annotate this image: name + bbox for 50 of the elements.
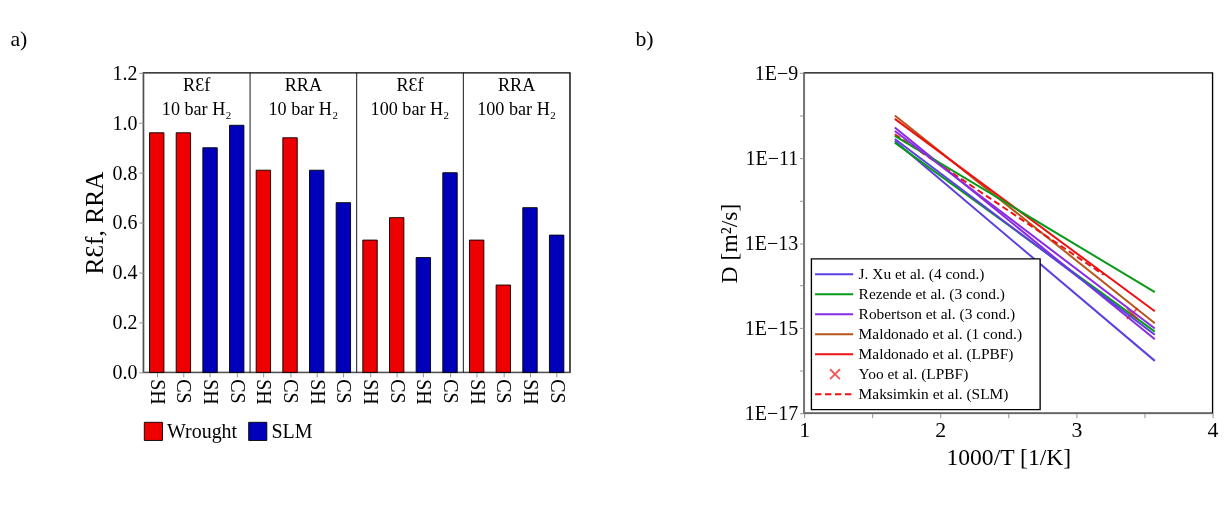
x-tick-label: SH bbox=[306, 379, 329, 405]
x-tick-label: SH bbox=[146, 379, 169, 405]
legend-label: Robertson et al. (3 cond.) bbox=[858, 304, 1016, 323]
chart-title: a) bbox=[10, 26, 28, 51]
y-tick-label: 1E−17 bbox=[744, 402, 799, 425]
legend-label: Maldonado et al. (1 cond.) bbox=[858, 324, 1023, 343]
y-tick-label: 0.6 bbox=[112, 211, 138, 234]
x-axis-title: 1000/T [1/K] bbox=[946, 443, 1072, 470]
x-tick-label: SH bbox=[413, 379, 436, 405]
x-tick-label: 1 bbox=[799, 418, 811, 443]
y-tick-label: 0.0 bbox=[112, 361, 138, 384]
y-axis-title: RƐf, RRA bbox=[80, 170, 109, 275]
legend-label: Maksimkin et al. (SLM) bbox=[858, 384, 1009, 403]
x-tick-label: CS bbox=[226, 379, 249, 404]
y-tick-label: 1E−15 bbox=[744, 316, 799, 339]
x-tick-label: 4 bbox=[1207, 418, 1219, 443]
x-tick-label: SH bbox=[360, 379, 383, 405]
legend-label: Rezende et al. (3 cond.) bbox=[858, 284, 1005, 303]
x-tick-label: CS bbox=[546, 379, 569, 404]
annotation: RRA 100 bar H₂ bbox=[477, 75, 557, 119]
legend-label: Wrought bbox=[167, 419, 238, 443]
annotation: RRA 10 bar H₂ bbox=[268, 75, 339, 119]
x-tick-label: 3 bbox=[1071, 418, 1083, 443]
annotation: RƐf 10 bar H₂ bbox=[161, 75, 232, 119]
legend-label: Maldonado et al. (LPBF) bbox=[858, 344, 1014, 363]
y-axis-title: D [m²/s] bbox=[715, 203, 742, 284]
legend-label: Yoo et al. (LPBF) bbox=[858, 364, 969, 383]
annotation: RƐf 100 bar H₂ bbox=[370, 75, 450, 119]
x-tick-label: SH bbox=[253, 379, 276, 405]
legend-label: SLM bbox=[271, 419, 313, 442]
x-tick-label: CS bbox=[333, 379, 356, 404]
x-tick-label: SH bbox=[466, 379, 489, 405]
chart-title: b) bbox=[635, 26, 654, 51]
y-tick-label: 1.0 bbox=[112, 111, 138, 134]
y-tick-label: 0.4 bbox=[112, 261, 138, 284]
x-tick-label: 2 bbox=[935, 418, 947, 443]
x-tick-label: CS bbox=[173, 379, 196, 404]
y-tick-label: 0.2 bbox=[112, 311, 138, 334]
y-tick-label: 1E−11 bbox=[745, 146, 799, 169]
x-tick-label: CS bbox=[493, 379, 516, 404]
legend-label: J. Xu et al. (4 cond.) bbox=[858, 264, 985, 283]
y-tick-label: 1.2 bbox=[112, 61, 138, 84]
y-tick-label: 0.8 bbox=[112, 161, 138, 184]
x-tick-label: SH bbox=[520, 379, 543, 405]
x-tick-label: CS bbox=[386, 379, 409, 404]
x-tick-label: CS bbox=[280, 379, 303, 404]
y-tick-label: 1E−13 bbox=[744, 231, 799, 254]
y-tick-label: 1E−9 bbox=[754, 61, 799, 84]
x-tick-label: CS bbox=[440, 379, 463, 404]
x-tick-label: SH bbox=[200, 379, 223, 405]
